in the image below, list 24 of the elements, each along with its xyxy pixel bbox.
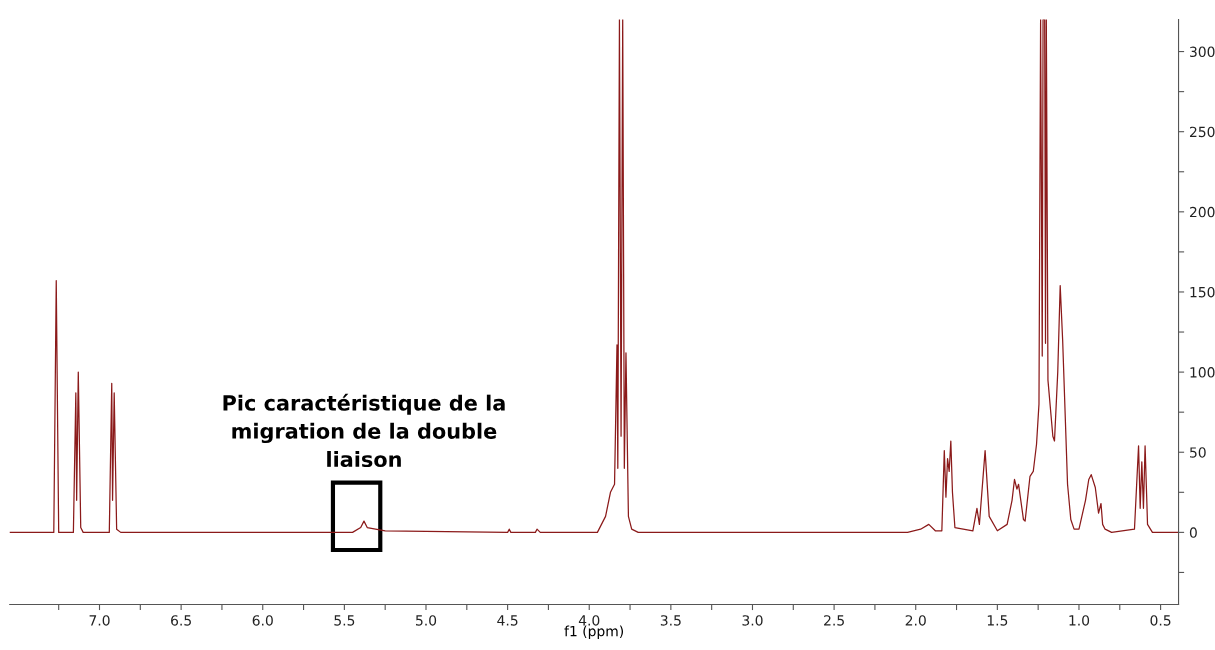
x-tick-label: 4.0 [578, 615, 600, 626]
x-tick-label: 4.5 [497, 615, 518, 626]
y-tick-label: 300 [1190, 46, 1215, 58]
x-tick-label: 3.0 [742, 615, 763, 626]
x-tick-label: 5.0 [416, 615, 437, 626]
x-tick-label: 1.0 [1069, 615, 1090, 626]
y-tick-label: 200 [1189, 206, 1215, 218]
line-series [9, 19, 1179, 534]
x-tick-label: 2.5 [824, 615, 844, 626]
y-tick-label: 100 [1190, 367, 1215, 378]
x-tick-label: 0.5 [1150, 615, 1171, 626]
x-axis-title: f1 (ppm) [564, 625, 624, 640]
x-tick-label: 7.0 [89, 615, 110, 626]
x-tick-label: 6.5 [171, 615, 191, 626]
y-tick-label: 50 [1190, 447, 1206, 458]
x-tick-label: 2.0 [905, 615, 926, 626]
x-tick-label: 1.5 [987, 615, 1008, 626]
x-tick-label: 3.5 [660, 615, 681, 626]
y-tick-label: 150 [1190, 286, 1215, 298]
y-tick-label: 250 [1189, 126, 1215, 138]
annotation: Pic caractéristique de la migration de la double liaison [223, 393, 505, 468]
x-tick-label: 5.5 [334, 615, 355, 626]
x-tick-label: 6.0 [252, 615, 273, 626]
y-tick-label: 0 [1189, 527, 1197, 538]
